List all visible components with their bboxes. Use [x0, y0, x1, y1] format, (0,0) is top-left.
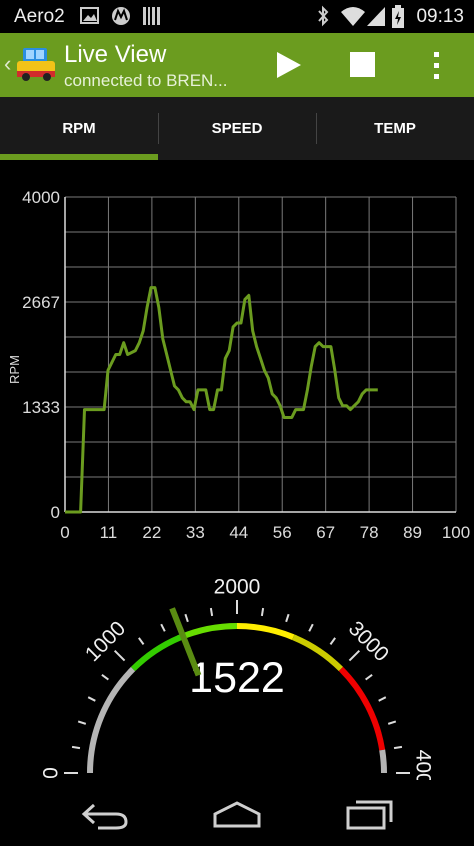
gauge-zone-arc [338, 666, 386, 751]
battery-charging-icon [391, 5, 405, 34]
tab-rpm[interactable]: RPM [62, 120, 96, 137]
gauge-minor-tick [87, 696, 96, 702]
gauge-scale-label: 4000 [411, 750, 434, 780]
gauge-major-tick [113, 649, 126, 662]
gauge-minor-tick [387, 720, 397, 725]
gauge-zone-arc [130, 634, 182, 672]
play-icon[interactable] [275, 51, 303, 84]
x-tick-label: 67 [316, 523, 335, 542]
status-bar: Aero2 09:13 [0, 0, 474, 33]
carrier-name: Aero2 [14, 6, 65, 27]
gauge-zone-arc [379, 749, 387, 774]
back-icon[interactable] [80, 802, 130, 835]
y-tick-label: 1333 [22, 398, 60, 417]
gauge-value-readout: 1522 [189, 654, 285, 702]
gauge-zone-arc [236, 623, 295, 640]
bluetooth-icon [314, 5, 332, 32]
app-logo-car-icon[interactable] [14, 43, 60, 88]
barcode-icon [141, 5, 163, 32]
x-tick-label: 56 [273, 523, 292, 542]
action-bar: ‹ Live View connected to BREN... [0, 33, 474, 97]
x-tick-label: 100 [442, 523, 470, 542]
tab-speed[interactable]: SPEED [211, 120, 263, 137]
gauge-minor-tick [101, 674, 109, 681]
gauge-minor-tick [285, 613, 290, 623]
system-navigation-bar [0, 780, 474, 846]
overflow-menu-icon[interactable] [432, 51, 442, 86]
x-tick-label: 44 [229, 523, 248, 542]
home-icon[interactable] [211, 800, 263, 835]
y-tick-label: 2667 [22, 293, 60, 312]
gauge-minor-tick [160, 623, 166, 632]
gauge-needle [169, 607, 202, 677]
wifi-icon [340, 5, 366, 32]
gauge-minor-tick [393, 745, 403, 750]
gauge-minor-tick [209, 607, 214, 617]
gauge-minor-tick [77, 720, 87, 725]
up-navigation-icon[interactable]: ‹ [4, 51, 12, 76]
gauge-minor-tick [365, 674, 373, 681]
signal-icon [366, 5, 386, 32]
status-time: 09:13 [416, 6, 464, 27]
y-tick-label: 0 [51, 503, 60, 522]
recents-icon[interactable] [346, 798, 394, 835]
gauge-zone-arc [87, 666, 136, 774]
y-axis-label: RPM [7, 355, 22, 384]
x-tick-label: 78 [360, 523, 379, 542]
rpm-line-chart: 0 11 22 33 44 56 67 78 89 100 0 1333 2667 4000 RPM [7, 188, 470, 542]
gauge-scale-label: 2000 [214, 576, 261, 599]
x-tick-label: 22 [142, 523, 161, 542]
gauge-minor-tick [184, 613, 189, 623]
gauge-zone-arc [179, 623, 238, 640]
page-title: Live View [64, 41, 167, 68]
tab-divider [158, 113, 159, 144]
x-tick-label: 89 [403, 523, 422, 542]
image-icon [79, 5, 101, 32]
x-tick-label: 0 [60, 523, 69, 542]
connection-subtitle: connected to BREN... [64, 71, 228, 90]
rpm-series-line [65, 286, 378, 514]
motorola-icon [110, 5, 132, 32]
tab-divider [316, 113, 317, 144]
gauge-zone-arc [292, 634, 344, 672]
gauge-minor-tick [71, 745, 81, 750]
tab-bar: RPM SPEED TEMP [0, 97, 474, 160]
selected-tab-indicator [0, 154, 158, 160]
stop-icon[interactable] [350, 52, 376, 83]
gauge-minor-tick [138, 637, 145, 645]
gauge-scale-label: 0 [40, 767, 63, 779]
x-tick-label: 11 [100, 523, 118, 542]
gauge-minor-tick [329, 637, 336, 645]
gauge-major-tick [348, 649, 361, 662]
x-tick-label: 33 [186, 523, 205, 542]
gauge-minor-tick [260, 607, 265, 617]
gauge-minor-tick [378, 696, 387, 702]
tab-temp[interactable]: TEMP [374, 120, 416, 137]
y-tick-label: 4000 [22, 188, 60, 207]
gauge-minor-tick [308, 623, 314, 632]
